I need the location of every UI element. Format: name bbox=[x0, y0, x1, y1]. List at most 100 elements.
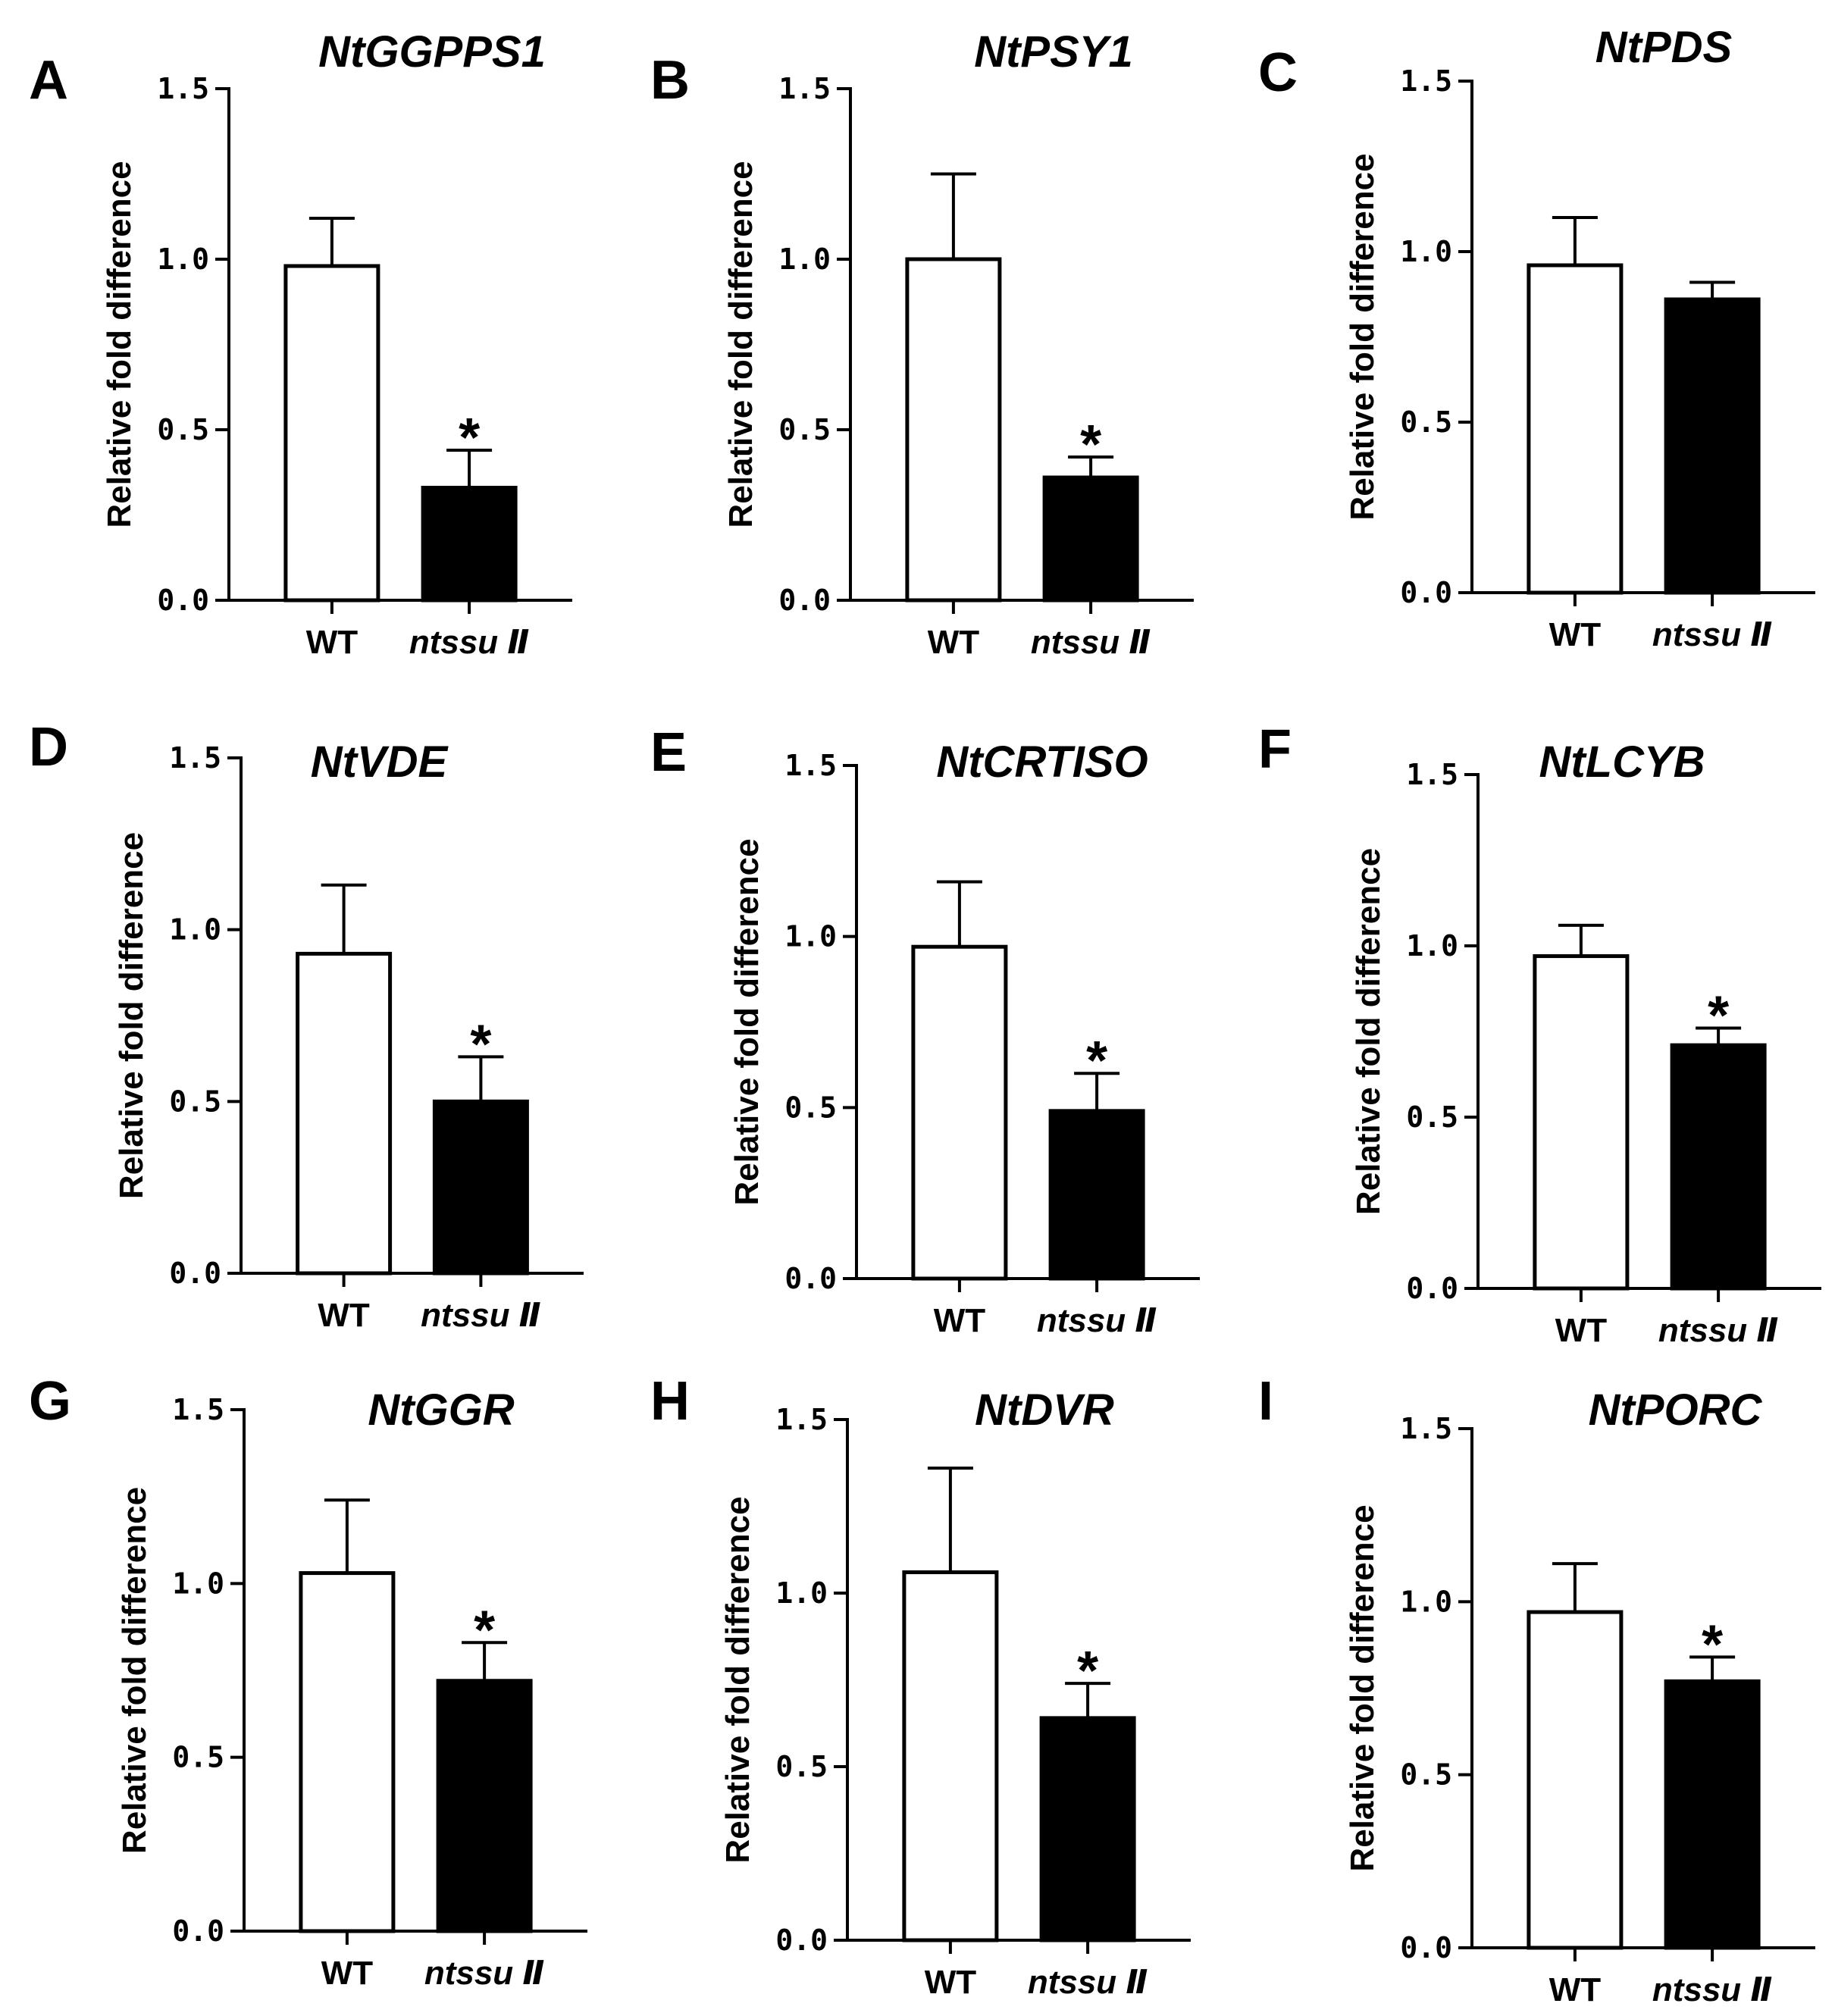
panel-letter: E bbox=[650, 722, 687, 783]
chart-panel-a: A NtGGPPS1 Relative fold difference 0.0 0.5 1… bbox=[29, 27, 572, 661]
bar-wt bbox=[1527, 263, 1624, 595]
chart-title: NtGGPPS1 bbox=[318, 27, 546, 77]
x-tick-label: ntssu Ⅱ bbox=[1028, 1964, 1148, 2001]
x-tick-label: ntssu Ⅱ bbox=[424, 1955, 545, 1992]
y-tick-label: 1.0 bbox=[1400, 1585, 1452, 1618]
y-axis-label: Relative fold difference bbox=[113, 832, 150, 1199]
bar-wt bbox=[1533, 954, 1630, 1291]
x-tick-label: WT bbox=[318, 1297, 370, 1334]
x-tick-label: ntssu Ⅱ bbox=[421, 1297, 541, 1334]
y-tick-label: 0.5 bbox=[1400, 405, 1452, 439]
panel-letter: I bbox=[1258, 1371, 1273, 1432]
bar-wt bbox=[902, 1570, 999, 1942]
y-tick-label: 1.0 bbox=[169, 913, 221, 947]
chart-panel-b: B NtPSY1 Relative fold difference 0.0 0.5 1.0… bbox=[650, 27, 1194, 661]
y-tick-label: 1.0 bbox=[1406, 929, 1458, 963]
x-tick-label: ntssu Ⅱ bbox=[1031, 624, 1151, 661]
significance-marker: * bbox=[1077, 1641, 1098, 1701]
chart-title: NtPDS bbox=[1595, 23, 1733, 72]
panel-letter: A bbox=[29, 50, 68, 111]
bar-wt bbox=[299, 1571, 396, 1933]
y-tick-label: 0.0 bbox=[172, 1914, 224, 1948]
y-tick-label: 1.0 bbox=[172, 1567, 224, 1600]
bar-wt bbox=[911, 944, 1008, 1281]
chart-panel-h: H NtDVR Relative fold difference 0.0 0.5 1.0 1… bbox=[650, 1371, 1191, 2001]
x-tick-label: ntssu Ⅱ bbox=[1652, 1971, 1773, 2008]
y-tick-label: 1.0 bbox=[784, 920, 837, 953]
panel-letter: C bbox=[1258, 42, 1298, 103]
y-tick-label: 1.5 bbox=[784, 749, 837, 782]
y-axis-label: Relative fold difference bbox=[722, 161, 759, 527]
panel-letter: G bbox=[29, 1371, 71, 1432]
y-tick-label: 0.5 bbox=[157, 413, 209, 446]
y-tick-label: 0.5 bbox=[1406, 1100, 1458, 1134]
x-tick-label: ntssu Ⅱ bbox=[1652, 616, 1773, 653]
significance-marker: * bbox=[1708, 985, 1729, 1046]
y-tick-label: 0.5 bbox=[784, 1091, 837, 1124]
y-tick-label: 1.5 bbox=[157, 72, 209, 105]
chart-panel-d: D NtVDE Relative fold difference 0.0 0.5 1.0 1… bbox=[29, 717, 584, 1334]
y-axis-label: Relative fold difference bbox=[719, 1496, 756, 1863]
chart-title: NtCRTISO bbox=[936, 737, 1148, 787]
y-tick-label: 0.0 bbox=[1406, 1272, 1458, 1305]
x-tick-label: WT bbox=[1549, 616, 1602, 653]
y-tick-label: 0.5 bbox=[778, 413, 831, 446]
y-tick-label: 0.0 bbox=[1400, 1931, 1452, 1964]
bar-wt bbox=[283, 264, 380, 603]
significance-marker: * bbox=[1080, 415, 1101, 475]
y-tick-label: 0.0 bbox=[169, 1257, 221, 1290]
significance-marker: * bbox=[470, 1014, 491, 1075]
y-tick-label: 0.0 bbox=[784, 1262, 837, 1295]
bar-ntssu bbox=[421, 486, 518, 603]
significance-marker: * bbox=[1702, 1614, 1723, 1675]
chart-title: NtGGR bbox=[368, 1385, 514, 1435]
y-tick-label: 0.5 bbox=[172, 1741, 224, 1774]
y-tick-label: 0.0 bbox=[775, 1924, 828, 1957]
x-tick-label: WT bbox=[934, 1302, 986, 1339]
y-axis-label: Relative fold difference bbox=[1344, 153, 1381, 520]
significance-marker: * bbox=[474, 1600, 495, 1661]
y-axis-label: Relative fold difference bbox=[116, 1487, 153, 1854]
panel-letter: F bbox=[1258, 719, 1292, 780]
panel-letter: H bbox=[650, 1371, 690, 1432]
x-tick-label: WT bbox=[1549, 1971, 1602, 2008]
bar-wt bbox=[296, 951, 393, 1276]
y-tick-label: 1.5 bbox=[1400, 64, 1452, 98]
x-tick-label: WT bbox=[928, 624, 980, 661]
y-tick-label: 0.0 bbox=[1400, 576, 1452, 609]
y-tick-label: 1.5 bbox=[1406, 758, 1458, 791]
x-tick-label: WT bbox=[306, 624, 359, 661]
y-tick-label: 1.5 bbox=[1400, 1412, 1452, 1445]
chart-panel-e: E NtCRTISO Relative fold difference 0.0 0.5 1… bbox=[650, 722, 1200, 1339]
y-tick-label: 0.5 bbox=[775, 1750, 828, 1783]
y-axis-label: Relative fold difference bbox=[1350, 848, 1387, 1215]
y-tick-label: 1.0 bbox=[775, 1576, 828, 1610]
y-tick-label: 1.5 bbox=[169, 741, 221, 775]
x-tick-label: ntssu Ⅱ bbox=[1658, 1312, 1779, 1349]
y-tick-label: 1.5 bbox=[775, 1403, 828, 1436]
bar-ntssu bbox=[432, 1099, 529, 1276]
chart-panel-g: G NtGGR Relative fold difference 0.0 0.5 1.0 1… bbox=[29, 1371, 587, 1992]
bar-ntssu bbox=[1042, 475, 1139, 603]
x-tick-label: WT bbox=[321, 1955, 374, 1992]
significance-marker: * bbox=[459, 408, 480, 468]
y-tick-label: 0.5 bbox=[1400, 1758, 1452, 1792]
bar-ntssu bbox=[436, 1679, 533, 1933]
y-tick-label: 1.0 bbox=[778, 243, 831, 276]
y-axis-label: Relative fold difference bbox=[1344, 1504, 1381, 1871]
y-axis-label: Relative fold difference bbox=[728, 838, 766, 1205]
bar-ntssu bbox=[1039, 1716, 1136, 1942]
bar-ntssu bbox=[1664, 1679, 1761, 1950]
bar-wt bbox=[905, 257, 1002, 603]
bar-wt bbox=[1527, 1610, 1624, 1950]
chart-title: NtDVR bbox=[975, 1385, 1114, 1435]
y-axis-label: Relative fold difference bbox=[101, 161, 138, 527]
y-tick-label: 0.5 bbox=[169, 1085, 221, 1118]
x-tick-label: ntssu Ⅱ bbox=[409, 624, 530, 661]
chart-title: NtVDE bbox=[311, 737, 449, 787]
x-tick-label: WT bbox=[925, 1964, 977, 2001]
bar-ntssu bbox=[1664, 297, 1761, 595]
chart-panel-c: C NtPDS Relative fold difference 0.0 0.5 1.0 1… bbox=[1258, 23, 1815, 653]
